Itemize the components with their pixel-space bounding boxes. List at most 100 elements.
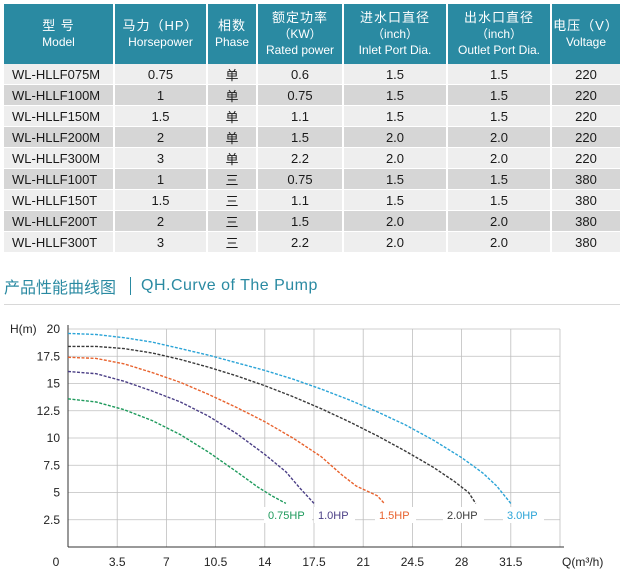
- cell-model: WL-HLLF100T: [4, 168, 115, 190]
- cell-horsepower: 1: [114, 168, 208, 190]
- spec-table-body: WL-HLLF075M 0.75 单 0.6 1.5 1.5 220 WL-HLLF100M 1…: [4, 64, 620, 253]
- cell-rated-power: 1.1: [257, 105, 344, 127]
- cell-phase: 三: [207, 210, 258, 232]
- cell-outlet-port: 1.5: [447, 189, 552, 211]
- cell-phase: 三: [207, 231, 258, 253]
- cell-voltage: 220: [551, 126, 620, 148]
- cell-inlet-port: 1.5: [343, 105, 448, 127]
- x-tick-label: 3.5: [109, 555, 126, 569]
- cell-inlet-port: 2.0: [343, 210, 448, 232]
- cell-voltage: 220: [551, 105, 620, 127]
- cell-horsepower: 3: [114, 231, 208, 253]
- series-label-text: 3.0HP: [507, 510, 538, 522]
- x-tick-label: 24.5: [401, 555, 425, 569]
- cell-model: WL-HLLF200M: [4, 126, 115, 148]
- y-tick-label: 20: [47, 322, 61, 336]
- header-outlet-port: 出水口直径 （inch） Outlet Port Dia.: [447, 4, 552, 64]
- x-tick-label: 21: [357, 555, 371, 569]
- y-tick-label: 2.5: [43, 513, 60, 527]
- cell-outlet-port: 2.0: [447, 231, 552, 253]
- cell-model: WL-HLLF150M: [4, 105, 115, 127]
- cell-outlet-port: 1.5: [447, 64, 552, 85]
- cell-inlet-port: 2.0: [343, 147, 448, 169]
- cell-model: WL-HLLF075M: [4, 64, 115, 85]
- cell-rated-power: 2.2: [257, 147, 344, 169]
- y-tick-label: 10: [47, 431, 61, 445]
- table-row: WL-HLLF150M 1.5 单 1.1 1.5 1.5 220: [4, 105, 620, 127]
- x-tick-label: 14: [258, 555, 272, 569]
- cell-outlet-port: 1.5: [447, 84, 552, 106]
- table-row: WL-HLLF100M 1 单 0.75 1.5 1.5 220: [4, 84, 620, 106]
- section-title-en: QH.Curve of The Pump: [141, 277, 318, 294]
- cell-horsepower: 0.75: [114, 64, 208, 85]
- curve-section-title: 产品性能曲线图 QH.Curve of The Pump: [4, 275, 318, 297]
- series-label-text: 1.5HP: [379, 510, 410, 522]
- table-row: WL-HLLF200M 2 单 1.5 2.0 2.0 220: [4, 126, 620, 148]
- cell-phase: 单: [207, 64, 258, 85]
- cell-model: WL-HLLF150T: [4, 189, 115, 211]
- cell-voltage: 220: [551, 84, 620, 106]
- cell-voltage: 380: [551, 168, 620, 190]
- table-row: WL-HLLF300T 3 三 2.2 2.0 2.0 380: [4, 231, 620, 253]
- cell-inlet-port: 1.5: [343, 84, 448, 106]
- cell-outlet-port: 1.5: [447, 168, 552, 190]
- series-label-1-5hp: 1.5HP: [375, 507, 416, 523]
- cell-rated-power: 0.75: [257, 84, 344, 106]
- cell-inlet-port: 1.5: [343, 64, 448, 85]
- table-row: WL-HLLF150T 1.5 三 1.1 1.5 1.5 380: [4, 189, 620, 211]
- x-tick-label: 10.5: [204, 555, 228, 569]
- header-phase: 相数 Phase: [207, 4, 258, 64]
- cell-horsepower: 3: [114, 147, 208, 169]
- series-line-1-5hp: [67, 356, 385, 504]
- cell-inlet-port: 2.0: [343, 126, 448, 148]
- table-row: WL-HLLF075M 0.75 单 0.6 1.5 1.5 220: [4, 64, 620, 85]
- series-label-bg: [375, 507, 416, 523]
- series-label-text: 0.75HP: [268, 510, 305, 522]
- cell-voltage: 380: [551, 210, 620, 232]
- series-label-bg: [314, 507, 355, 523]
- chart-axes: 0 3.5 7 10.5 14 17.5 21 24.5 28 31.5 2.5 5 7.5 10 12.5…: [10, 322, 603, 569]
- y-tick-label: 5: [53, 486, 60, 500]
- series-label-text: 1.0HP: [318, 510, 349, 522]
- series-line-3-0hp: [67, 332, 512, 504]
- series-label-2-0hp: 2.0HP: [443, 507, 484, 523]
- cell-horsepower: 2: [114, 210, 208, 232]
- cell-rated-power: 1.5: [257, 210, 344, 232]
- cell-phase: 单: [207, 147, 258, 169]
- cell-horsepower: 1.5: [114, 189, 208, 211]
- cell-phase: 单: [207, 126, 258, 148]
- header-voltage: 电压（V） Voltage: [551, 4, 620, 64]
- cell-horsepower: 2: [114, 126, 208, 148]
- x-tick-label: 0: [53, 555, 60, 569]
- cell-horsepower: 1: [114, 84, 208, 106]
- header-model: 型 号 Model: [4, 4, 115, 64]
- series-label-3-0hp: 3.0HP: [503, 507, 544, 523]
- y-tick-label: 7.5: [43, 458, 60, 472]
- cell-model: WL-HLLF200T: [4, 210, 115, 232]
- header-horsepower: 马力（HP） Horsepower: [114, 4, 208, 64]
- series-label-text: 2.0HP: [447, 510, 478, 522]
- chart-series-labels: 0.75HP 1.0HP 1.5HP 2.0HP 3.0HP: [264, 507, 544, 523]
- x-tick-label: 28: [455, 555, 469, 569]
- cell-phase: 单: [207, 84, 258, 106]
- cell-voltage: 220: [551, 147, 620, 169]
- table-row: WL-HLLF200T 2 三 1.5 2.0 2.0 380: [4, 210, 620, 232]
- series-line-1-0hp: [67, 370, 315, 504]
- cell-model: WL-HLLF300M: [4, 147, 115, 169]
- y-tick-label: 17.5: [37, 349, 61, 363]
- cell-voltage: 380: [551, 189, 620, 211]
- y-tick-label: 15: [47, 377, 61, 391]
- table-row: WL-HLLF100T 1 三 0.75 1.5 1.5 380: [4, 168, 620, 190]
- cell-outlet-port: 2.0: [447, 126, 552, 148]
- header-inlet-port: 进水口直径 （inch） Inlet Port Dia.: [343, 4, 448, 64]
- chart-series: [67, 332, 512, 505]
- spec-table: 型 号 Model 马力（HP） Horsepower 相数 Phase 额定功率 （K…: [4, 4, 620, 253]
- title-separator: [130, 277, 132, 295]
- cell-rated-power: 1.5: [257, 126, 344, 148]
- x-tick-label: 7: [163, 555, 170, 569]
- header-rated-power: 额定功率 （KW） Rated power: [257, 4, 344, 64]
- cell-inlet-port: 2.0: [343, 231, 448, 253]
- x-axis-label: Q(m³/h): [562, 555, 603, 569]
- cell-outlet-port: 2.0: [447, 210, 552, 232]
- series-line-0-75hp: [67, 398, 287, 505]
